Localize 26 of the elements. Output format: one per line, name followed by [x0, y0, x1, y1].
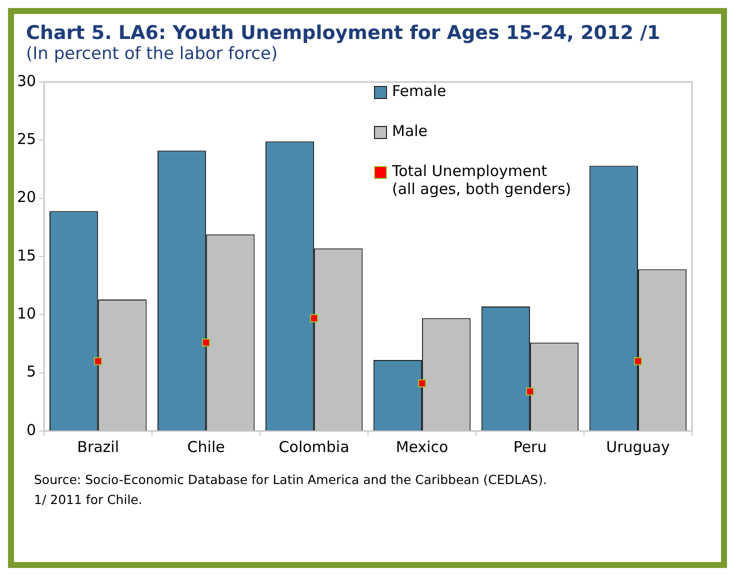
y-tick-label: 10 [16, 304, 36, 323]
y-tick-label: 20 [16, 188, 36, 206]
x-tick-label: Mexico [396, 438, 448, 456]
y-tick-label: 5 [26, 362, 36, 381]
x-tick-label: Brazil [77, 438, 120, 456]
legend-label: Male [392, 122, 428, 140]
point [418, 379, 426, 388]
chart-subtitle: (In percent of the labor force) [26, 44, 279, 64]
point [526, 387, 534, 396]
x-tick-label: Uruguay [606, 438, 670, 456]
x-tick-label: Chile [187, 438, 225, 456]
source-note: Source: Socio-Economic Database for Latin America and the Caribbean (CEDLAS). [34, 471, 548, 489]
point [634, 357, 642, 366]
x-tick-label: Colombia [278, 438, 350, 456]
legend-label: Total Unemployment (all ages, both genders) [392, 162, 572, 198]
point [310, 314, 318, 322]
point [94, 357, 102, 366]
legend-label: Female [392, 82, 446, 100]
chart-title: Chart 5. LA6: Youth Unemployment for Ages 15-24, 2012 /1 [26, 22, 662, 44]
point [202, 338, 210, 347]
y-tick-label: 30 [16, 72, 36, 90]
y-tick-label: 0 [26, 420, 36, 439]
y-tick-label: 25 [16, 130, 36, 148]
y-tick-label: 15 [16, 246, 36, 264]
x-tick-label: Peru [513, 438, 547, 456]
text: 1/ 2011 for Chile. [34, 491, 144, 509]
